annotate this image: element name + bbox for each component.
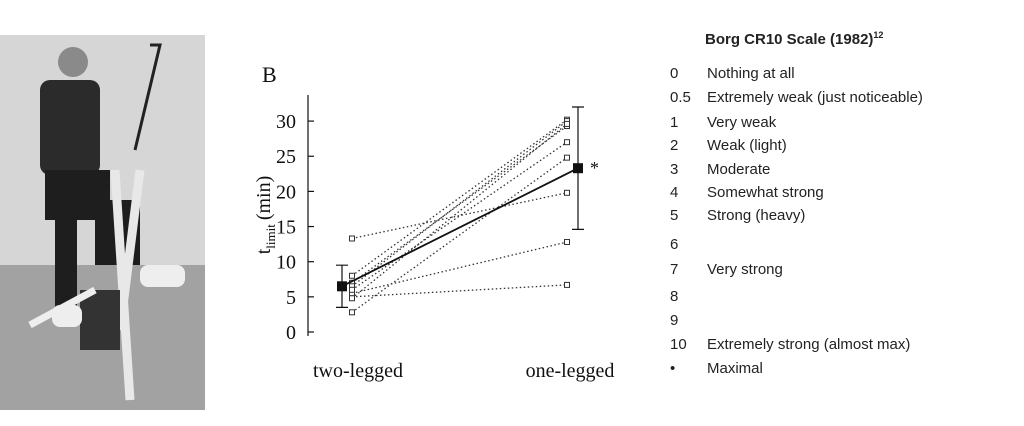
subject-point — [349, 235, 355, 242]
subject-line — [351, 123, 568, 299]
subject-point — [564, 154, 570, 161]
subject-line — [351, 125, 568, 284]
annotation: * — [590, 158, 599, 178]
mean-line — [341, 167, 579, 288]
borg-title-text: Borg CR10 Scale (1982) — [705, 31, 873, 48]
y-label-main: t — [253, 248, 275, 254]
borg-score: 2 — [670, 137, 678, 154]
subject-line — [351, 241, 568, 294]
subject-line — [351, 141, 568, 291]
subject-line — [351, 192, 568, 240]
borg-score: 3 — [670, 161, 678, 178]
mean-point — [337, 281, 347, 292]
borg-label: Maximal — [707, 360, 763, 377]
borg-score: 8 — [670, 288, 678, 305]
subject-point — [564, 281, 570, 288]
y-label-sub: limit — [263, 224, 278, 249]
borg-score: 0.5 — [670, 89, 691, 106]
subject-line — [351, 284, 568, 298]
y-tick-label: 30 — [276, 111, 296, 133]
y-tick-label: 20 — [276, 181, 296, 203]
borg-label: Extremely weak (just noticeable) — [707, 89, 923, 106]
borg-label: Strong (heavy) — [707, 207, 805, 224]
subject-point — [349, 286, 355, 293]
panel-label: B — [262, 62, 277, 87]
borg-label: Somewhat strong — [707, 184, 824, 201]
borg-score: 7 — [670, 261, 678, 278]
y-label-unit: (min) — [253, 176, 275, 220]
y-tick-label: 25 — [276, 146, 296, 168]
borg-score: 5 — [670, 207, 678, 224]
mean-point — [573, 163, 583, 174]
borg-label: Moderate — [707, 161, 770, 178]
subject-line — [351, 157, 568, 313]
subject-point — [349, 309, 355, 316]
subject-point — [564, 239, 570, 246]
borg-title: Borg CR10 Scale (1982)12 — [705, 30, 883, 48]
borg-score: 9 — [670, 312, 678, 329]
borg-score: 4 — [670, 184, 678, 201]
borg-label: Weak (light) — [707, 137, 787, 154]
borg-label: Nothing at all — [707, 65, 795, 82]
borg-score: 6 — [670, 236, 678, 253]
subject-point — [349, 272, 355, 279]
subject-line — [351, 120, 568, 287]
subject-point — [564, 189, 570, 196]
subject-point — [349, 295, 355, 302]
borg-label: Very weak — [707, 114, 777, 131]
y-tick-label: 10 — [276, 252, 296, 274]
borg-score: 1 — [670, 114, 678, 131]
subject-point — [564, 139, 570, 146]
subject-line — [351, 119, 568, 277]
x-tick-label: two-legged — [313, 360, 403, 382]
subject-point — [564, 120, 570, 127]
y-axis-label: tlimit (min) — [253, 176, 278, 255]
borg-score: 10 — [670, 336, 687, 353]
photo — [0, 35, 205, 410]
borg-score: • — [670, 360, 675, 377]
y-tick-label: 0 — [286, 322, 296, 344]
x-tick-label: one-legged — [526, 360, 615, 382]
y-tick-label: 15 — [276, 217, 296, 239]
borg-label: Extremely strong (almost max) — [707, 336, 910, 353]
borg-title-sup: 12 — [873, 30, 883, 40]
borg-label: Very strong — [707, 261, 783, 278]
y-tick-label: 5 — [286, 287, 296, 309]
borg-score: 0 — [670, 65, 678, 82]
